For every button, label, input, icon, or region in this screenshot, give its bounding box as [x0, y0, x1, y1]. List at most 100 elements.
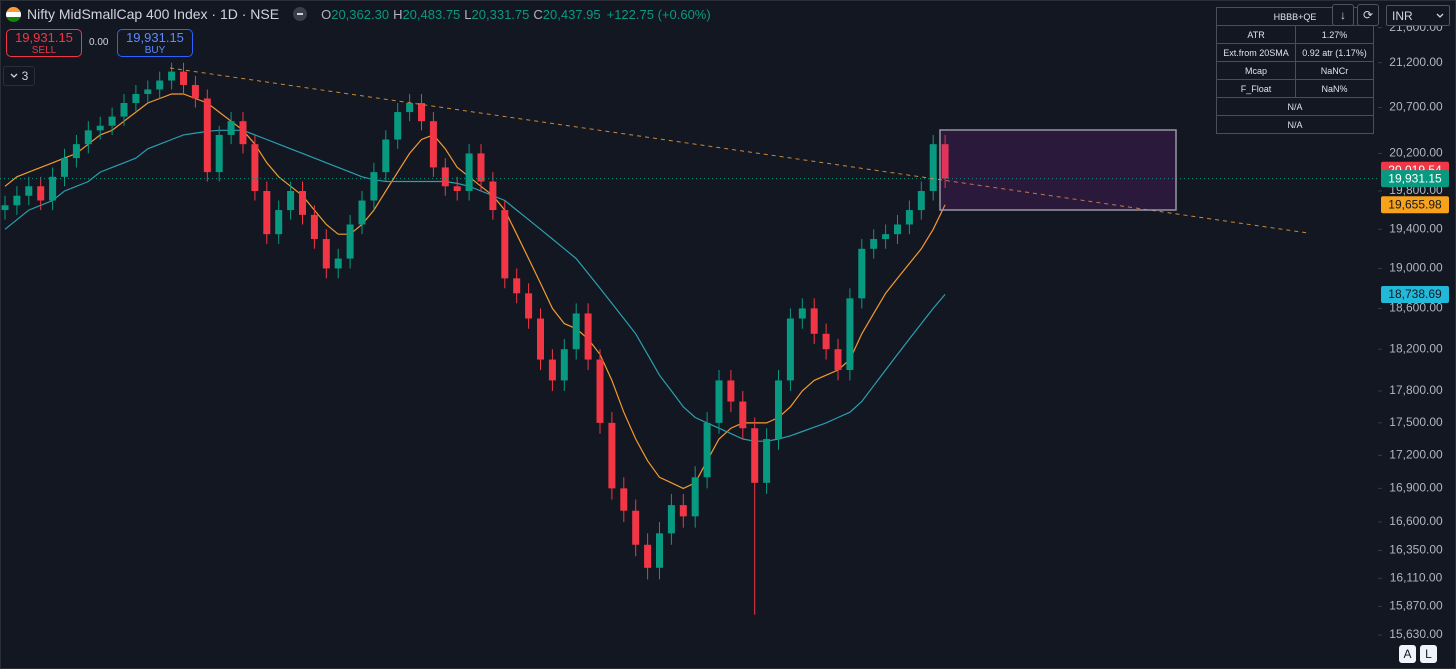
visibility-toggle[interactable] [293, 7, 308, 21]
candle-body [905, 210, 913, 225]
candle-body [96, 125, 104, 131]
y-tick-label: 18,600.00 [1389, 301, 1443, 315]
y-tick-label: 19,000.00 [1389, 261, 1443, 275]
candle-body [941, 144, 949, 179]
y-tick-label: 20,200.00 [1389, 146, 1443, 160]
candle-body [418, 102, 425, 122]
refresh-button[interactable]: ⟳ [1357, 4, 1379, 26]
candle-body [72, 144, 80, 159]
candle-body [346, 224, 354, 259]
candle-body [513, 278, 521, 294]
spread: 0.00 [89, 37, 109, 48]
price-tag-label: 18,738.69 [1388, 287, 1442, 301]
table-cell: F_Float [1215, 79, 1297, 98]
ohlc-legend: O 20,362.30 H 20,483.75 L 20,331.75 C 20,437.95 [317, 7, 601, 22]
candle-body [822, 333, 830, 350]
price-tag-label: 19,931.15 [1388, 171, 1442, 185]
candle-body [560, 349, 568, 381]
candle-body [644, 544, 652, 568]
candle-body [406, 102, 414, 113]
symbol-title: Nifty MidSmallCap 400 Index · 1D · NSE [27, 6, 280, 22]
candle-body [61, 158, 68, 177]
candle-body [191, 84, 199, 99]
candle-body [275, 210, 283, 235]
y-tick-label: 18,200.00 [1389, 341, 1443, 355]
y-tick-label: 17,200.00 [1389, 447, 1443, 461]
price-tag [1381, 196, 1449, 214]
table-cell: ATR [1215, 25, 1297, 44]
candle-body [929, 144, 937, 191]
currency-dropdown[interactable]: INR [1386, 5, 1450, 26]
y-tick-label: 21,200.00 [1389, 55, 1443, 69]
moving-average-line [4, 129, 946, 442]
price-change: +122.75 (+0.60%) [606, 6, 711, 22]
candle-body [537, 318, 544, 360]
table-cell: N/A [1216, 97, 1374, 116]
price-tag [1381, 170, 1449, 188]
candle-body [620, 488, 628, 511]
candle-body [894, 224, 901, 235]
y-tick-label: 17,800.00 [1389, 383, 1443, 397]
candle-body [525, 293, 533, 319]
candle-body [287, 190, 295, 211]
y-tick-label: 16,900.00 [1389, 481, 1443, 495]
log-scale-button[interactable]: L [1420, 645, 1437, 663]
chevron-icon [1436, 13, 1444, 18]
y-tick-label: 16,350.00 [1389, 543, 1443, 557]
table-cell: NaNCr [1295, 61, 1374, 80]
candle-body [846, 298, 854, 370]
candle-body [727, 380, 735, 402]
sell-price: 19,931.15 [15, 30, 73, 45]
candle-body [501, 210, 509, 279]
candle-body [715, 380, 723, 423]
candle-body [834, 349, 842, 370]
candle-body [465, 153, 473, 191]
candle-body [13, 195, 21, 206]
candle-body [370, 172, 378, 201]
candle-body [763, 439, 771, 483]
table-row: ATR 1.27% [1215, 25, 1374, 44]
buy-label: BUY [144, 45, 166, 56]
auto-scale-button[interactable]: A [1399, 645, 1416, 663]
zone-box [939, 129, 1177, 211]
info-table: HBBB+QE ATR 1.27% Ext.from 20SMA 0.92 atr … [1215, 7, 1374, 134]
candle-body [667, 505, 675, 534]
candle-body [882, 234, 890, 240]
ohlc-value: 20,331.75 [471, 6, 530, 22]
candle-body [394, 112, 402, 140]
symbol-header: Nifty MidSmallCap 400 Index · 1D · NSE O… [6, 5, 711, 23]
candle-body [548, 359, 556, 381]
y-tick-label: 16,600.00 [1389, 514, 1443, 528]
candle-body [263, 190, 271, 235]
candle-body [477, 153, 485, 182]
candle-body [798, 308, 806, 319]
plot-area [0, 62, 1378, 615]
buy-button[interactable]: 19,931.15 BUY [117, 29, 193, 57]
candle-body [596, 359, 604, 423]
candle-body [441, 167, 449, 187]
candle-body [608, 422, 616, 489]
ohlc-key: O [321, 6, 332, 22]
candle-body [358, 200, 366, 225]
ohlc-key: C [533, 6, 543, 22]
ohlc-key: H [393, 6, 403, 22]
indicators-toggle[interactable]: 3 [3, 66, 35, 86]
candle-body [156, 80, 164, 90]
candle-body [489, 181, 497, 211]
sell-button[interactable]: 19,931.15 SELL [6, 29, 82, 57]
table-cell: 1.27% [1295, 25, 1374, 44]
candle-body [227, 121, 235, 135]
candle-body [144, 89, 152, 94]
table-cell: 0.92 atr (1.17%) [1295, 43, 1374, 62]
currency-label: INR [1392, 8, 1413, 23]
table-row: F_Float NaN% [1215, 79, 1374, 98]
candle-body [334, 258, 342, 269]
candle-body [168, 71, 176, 81]
candle-body [870, 239, 878, 249]
y-tick-label: 20,700.00 [1389, 100, 1443, 114]
candle-body [251, 144, 259, 191]
download-button[interactable]: ↓ [1332, 4, 1354, 26]
y-tick-label: 19,400.00 [1389, 221, 1443, 235]
sell-label: SELL [31, 45, 57, 56]
